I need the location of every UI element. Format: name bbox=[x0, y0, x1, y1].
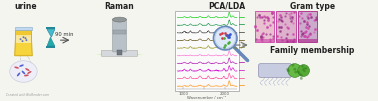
FancyBboxPatch shape bbox=[101, 50, 138, 56]
Ellipse shape bbox=[19, 64, 24, 67]
Circle shape bbox=[302, 68, 304, 71]
Circle shape bbox=[25, 39, 27, 41]
Circle shape bbox=[303, 70, 306, 72]
Polygon shape bbox=[15, 30, 32, 56]
Circle shape bbox=[23, 36, 25, 38]
Ellipse shape bbox=[24, 74, 29, 76]
Ellipse shape bbox=[14, 67, 19, 69]
Text: Created with BioRender.com: Created with BioRender.com bbox=[6, 93, 49, 97]
Polygon shape bbox=[47, 37, 55, 46]
Ellipse shape bbox=[22, 71, 25, 74]
Text: PCA/LDA: PCA/LDA bbox=[209, 2, 246, 11]
Bar bbox=[175, 11, 239, 91]
Bar bbox=[15, 35, 31, 43]
Polygon shape bbox=[15, 36, 31, 55]
Circle shape bbox=[294, 70, 297, 74]
FancyBboxPatch shape bbox=[113, 19, 126, 52]
Bar bbox=[298, 11, 317, 42]
Circle shape bbox=[301, 65, 304, 67]
Polygon shape bbox=[96, 50, 143, 55]
Ellipse shape bbox=[17, 73, 20, 76]
Circle shape bbox=[300, 77, 303, 80]
Circle shape bbox=[298, 65, 310, 76]
Ellipse shape bbox=[25, 68, 29, 71]
Bar bbox=[15, 27, 32, 30]
Text: Family membership: Family membership bbox=[270, 46, 355, 55]
Ellipse shape bbox=[113, 17, 126, 22]
Text: 2000: 2000 bbox=[220, 92, 230, 96]
Circle shape bbox=[293, 68, 296, 71]
Bar bbox=[113, 30, 126, 34]
Bar bbox=[46, 46, 55, 48]
Circle shape bbox=[25, 37, 26, 39]
Bar bbox=[46, 27, 55, 29]
Bar bbox=[276, 39, 296, 42]
Ellipse shape bbox=[10, 61, 37, 82]
Circle shape bbox=[20, 38, 22, 40]
Text: Wavenumber / cm⁻¹: Wavenumber / cm⁻¹ bbox=[187, 96, 227, 100]
Bar bbox=[177, 13, 237, 89]
Bar bbox=[255, 11, 274, 42]
Circle shape bbox=[303, 67, 305, 70]
Text: 90 min: 90 min bbox=[55, 32, 74, 37]
Bar bbox=[298, 39, 317, 42]
Circle shape bbox=[297, 70, 300, 73]
Bar bbox=[255, 39, 274, 42]
Bar bbox=[116, 50, 122, 55]
FancyBboxPatch shape bbox=[259, 64, 292, 77]
Text: Raman: Raman bbox=[105, 2, 134, 11]
Circle shape bbox=[286, 68, 289, 71]
Text: Gram type: Gram type bbox=[290, 2, 335, 11]
Polygon shape bbox=[47, 29, 55, 37]
Text: 1000: 1000 bbox=[178, 92, 188, 96]
Circle shape bbox=[305, 67, 307, 70]
Circle shape bbox=[300, 74, 303, 77]
Polygon shape bbox=[106, 50, 133, 54]
Circle shape bbox=[287, 69, 290, 72]
Circle shape bbox=[288, 64, 302, 77]
Ellipse shape bbox=[27, 71, 31, 74]
Bar bbox=[276, 11, 296, 42]
Text: urine: urine bbox=[14, 2, 37, 11]
Circle shape bbox=[22, 40, 23, 42]
Circle shape bbox=[298, 72, 301, 75]
Circle shape bbox=[291, 64, 294, 67]
Circle shape bbox=[214, 26, 237, 50]
